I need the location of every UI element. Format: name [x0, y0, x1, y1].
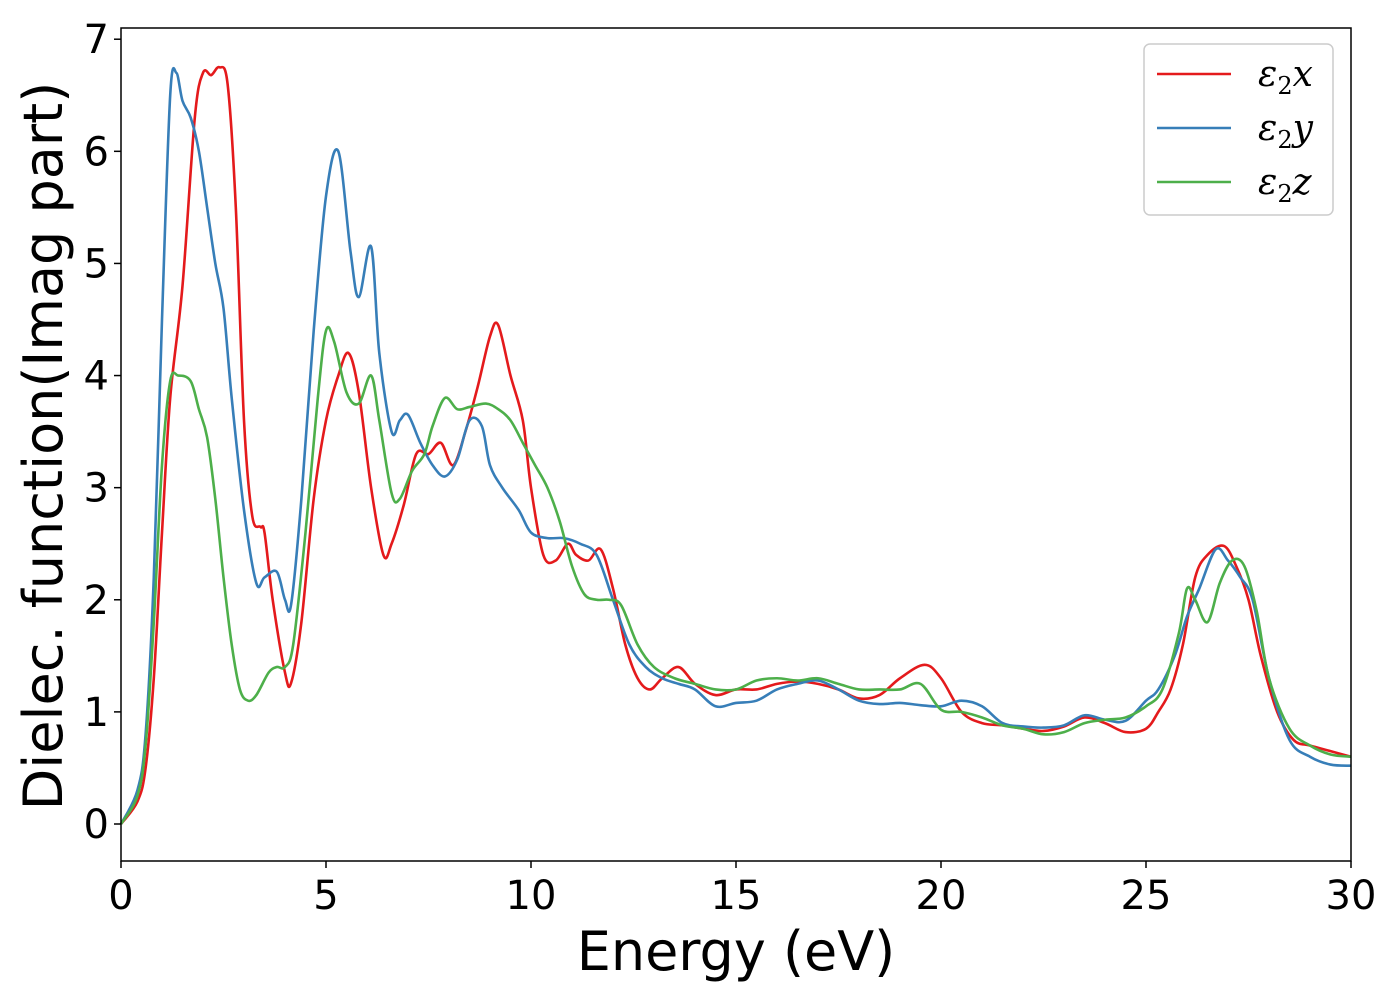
y-axis-label: Dielec. function(Imag part) — [12, 82, 75, 811]
legend: ε2x ε2y ε2z — [1143, 43, 1334, 216]
legend-box — [1143, 43, 1334, 216]
legend-label-x: ε2x — [1258, 54, 1313, 100]
x-tick-label: 15 — [711, 873, 762, 919]
x-axis-label: Energy (eV) — [577, 920, 896, 983]
y-tick-label: 7 — [84, 17, 109, 63]
y-tick-label: 2 — [84, 578, 109, 624]
x-tick-label: 25 — [1121, 873, 1172, 919]
y-tick-label: 3 — [84, 466, 109, 512]
y-tick-label: 1 — [84, 690, 109, 736]
x-tick-label: 20 — [916, 873, 967, 919]
series-layer — [119, 65, 1352, 825]
y-tick-label: 0 — [84, 802, 109, 848]
x-tick-label: 30 — [1326, 873, 1377, 919]
series-line-z — [119, 325, 1352, 825]
legend-label-z: ε2z — [1258, 162, 1313, 208]
x-tick-label: 5 — [313, 873, 338, 919]
series-line-x — [119, 65, 1352, 825]
x-tick-label: 0 — [108, 873, 133, 919]
y-tick-label: 4 — [84, 354, 109, 400]
y-tick-label: 5 — [84, 241, 109, 287]
y-tick-label: 6 — [84, 129, 109, 175]
legend-label-y: ε2y — [1258, 108, 1314, 154]
x-tick-label: 10 — [506, 873, 557, 919]
ticks-layer: 0 5 10 15 20 25 30 0 1 2 3 4 5 6 7 — [84, 17, 1377, 919]
